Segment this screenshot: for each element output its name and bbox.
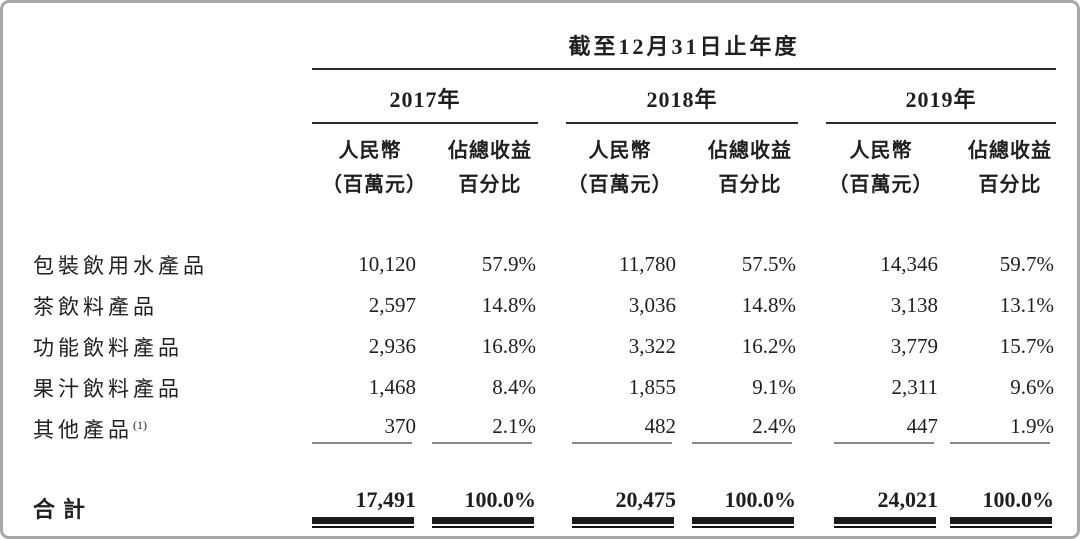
- value-cell: 16.2%: [741, 334, 796, 358]
- empty-cell: [3, 70, 298, 124]
- subtotal-rule: [572, 441, 672, 444]
- row-label: 茶飲料產品: [33, 294, 158, 319]
- table-row-juice-beverage: 果汁飲料產品 1,468 8.4% 1,855 9.1% 2,311 9.6%: [3, 367, 1056, 408]
- col-header-amount-2019: 人民幣 （百萬元）: [798, 124, 940, 202]
- value-cell: 57.9%: [481, 252, 536, 276]
- total-value-cell: 100.0%: [940, 487, 1056, 528]
- year-header-cell-2017: 2017年: [298, 70, 538, 124]
- table-row-functional-beverage: 功能飲料產品 2,936 16.8% 3,322 16.2% 3,779 15.…: [3, 326, 1056, 367]
- value-cell: 15.7%: [999, 334, 1055, 358]
- value-cell: 482: [538, 408, 678, 449]
- value-cell: 16.8%: [481, 334, 536, 358]
- subtotal-rule: [692, 441, 792, 444]
- column-subheader-row: 人民幣 （百萬元） 佔總收益 百分比 人民幣 （百萬元） 佔總收益 百分比 人民…: [3, 124, 1056, 202]
- subtotal-rule: [834, 441, 934, 444]
- total-value-cell: 100.0%: [678, 487, 798, 528]
- total-rule: [312, 517, 414, 528]
- value-cell: 447: [798, 408, 940, 449]
- value-cell: 10,120: [358, 252, 416, 276]
- total-value-cell: 20,475: [538, 487, 678, 528]
- total-rule: [572, 517, 674, 528]
- value-cell: 59.7%: [999, 252, 1055, 276]
- total-rule: [834, 517, 936, 528]
- empty-cell: [3, 29, 298, 70]
- value-cell: 57.5%: [741, 252, 796, 276]
- value-cell: 2,597: [368, 293, 416, 317]
- period-header-cell: 截至12月31日止年度: [298, 29, 1057, 70]
- col-header-amount-line2: （百萬元）: [567, 174, 673, 196]
- table-row-tea-beverage: 茶飲料產品 2,597 14.8% 3,036 14.8% 3,138 13.1…: [3, 285, 1056, 326]
- col-header-pct-line2: 百分比: [978, 174, 1042, 196]
- col-header-pct-2019: 佔總收益 百分比: [940, 124, 1056, 202]
- year-header-row: 2017年 2018年 2019年: [3, 70, 1057, 124]
- subtotal-rule: [312, 441, 412, 444]
- year-header-2019: 2019年: [826, 70, 1057, 124]
- row-label: 其他產品(1): [33, 417, 147, 442]
- col-header-amount-line2: （百萬元）: [322, 174, 427, 196]
- table-row-total: 合計 17,491 100.0% 20,475 100.0% 24,021 10…: [3, 487, 1056, 528]
- subtotal-rule: [950, 441, 1051, 444]
- value-cell: 370: [298, 408, 418, 449]
- table-row-other-products: 其他產品(1) 370 2.1% 482 2.4% 447 1.9%: [3, 408, 1056, 449]
- value-cell: 9.6%: [1010, 375, 1055, 399]
- period-header-row: 截至12月31日止年度: [3, 29, 1057, 70]
- col-header-amount-line1: 人民幣: [338, 140, 402, 162]
- total-value-cell: 24,021: [798, 487, 940, 528]
- value-cell: 3,138: [890, 293, 938, 317]
- value-cell: 8.4%: [492, 375, 536, 399]
- col-header-amount-line1: 人民幣: [588, 140, 652, 162]
- row-label: 功能飲料產品: [33, 335, 183, 360]
- value-cell: 1,468: [368, 375, 416, 399]
- value-cell: 11,780: [619, 252, 676, 276]
- value-cell: 2,311: [891, 375, 938, 399]
- col-header-pct-line1: 佔總收益: [708, 140, 792, 162]
- value-cell: 3,322: [628, 334, 676, 358]
- year-header-2018: 2018年: [566, 70, 798, 124]
- col-header-amount-line2: （百萬元）: [828, 174, 934, 196]
- total-rule: [432, 517, 534, 528]
- value-cell: 14.8%: [741, 293, 796, 317]
- value-cell: 1,855: [628, 375, 676, 399]
- col-header-pct-line2: 百分比: [718, 174, 782, 196]
- col-header-amount-2017: 人民幣 （百萬元）: [298, 124, 427, 202]
- value-cell: 2.4%: [678, 408, 798, 449]
- spacer-row: [3, 449, 1056, 487]
- period-header-rule: 截至12月31日止年度: [312, 29, 1057, 70]
- total-rule: [950, 517, 1053, 528]
- value-cell: 3,036: [628, 293, 676, 317]
- value-cell: 13.1%: [999, 293, 1055, 317]
- total-label: 合計: [33, 496, 94, 522]
- col-header-pct-line2: 百分比: [458, 174, 522, 196]
- total-value-cell: 17,491: [298, 487, 418, 528]
- row-label: 包裝飲用水產品: [33, 253, 208, 278]
- value-cell: 2.1%: [418, 408, 538, 449]
- value-cell: 9.1%: [752, 375, 796, 399]
- col-header-amount-line1: 人民幣: [849, 140, 913, 162]
- year-header-cell-2019: 2019年: [798, 70, 1057, 124]
- subtotal-rule: [432, 441, 532, 444]
- total-rule: [692, 517, 794, 528]
- value-cell: 2,936: [368, 334, 416, 358]
- year-header-cell-2018: 2018年: [538, 70, 798, 124]
- year-header-2017: 2017年: [312, 70, 538, 124]
- col-header-pct-2017: 佔總收益 百分比: [418, 124, 538, 202]
- period-title: 截至12月31日止年度: [568, 34, 800, 59]
- spacer-row: [3, 202, 1056, 244]
- col-header-pct-line1: 佔總收益: [968, 140, 1053, 162]
- col-header-amount-2018: 人民幣 （百萬元）: [538, 124, 678, 202]
- value-cell: 14.8%: [481, 293, 536, 317]
- col-header-pct-line1: 佔總收益: [448, 140, 532, 162]
- value-cell: 14,346: [880, 252, 938, 276]
- value-cell: 1.9%: [940, 408, 1056, 449]
- row-label: 果汁飲料產品: [33, 376, 183, 401]
- revenue-by-segment-table: 截至12月31日止年度 2017年 2018年 2019年: [3, 29, 1057, 528]
- total-value-cell: 100.0%: [418, 487, 538, 528]
- col-header-pct-2018: 佔總收益 百分比: [678, 124, 798, 202]
- empty-cell: [3, 124, 298, 202]
- footnote-marker: (1): [133, 417, 147, 432]
- table-row-packaged-water: 包裝飲用水產品 10,120 57.9% 11,780 57.5% 14,346…: [3, 244, 1056, 285]
- value-cell: 3,779: [890, 334, 938, 358]
